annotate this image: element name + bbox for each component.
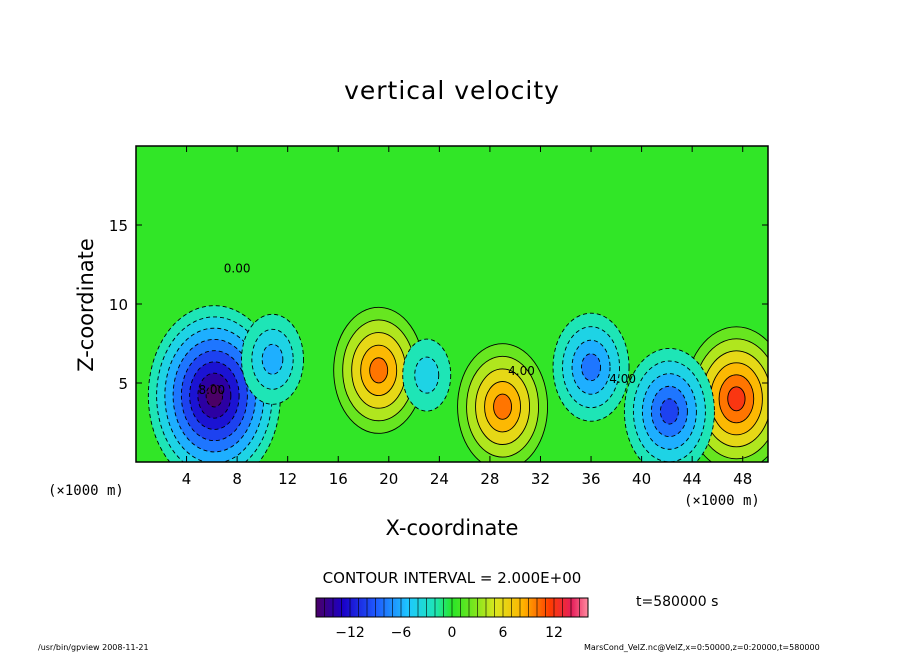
- contour-interval-label: CONTOUR INTERVAL = 2.000E+00: [322, 569, 582, 587]
- colorbar-tick-label: 6: [499, 625, 508, 641]
- contour-value-label: 4.00: [609, 372, 636, 386]
- chart-title: vertical velocity: [344, 76, 560, 105]
- footer-program-date: /usr/bin/gpview 2008-11-21: [38, 643, 149, 652]
- updraft-cell: [683, 326, 768, 462]
- y-tick-label: 15: [109, 217, 128, 235]
- colorbar-frame: [315, 597, 589, 618]
- contour-value-label: 8.00: [198, 383, 225, 397]
- x-tick-label: 28: [480, 470, 499, 488]
- contour-band: [659, 398, 679, 425]
- updraft-cell: [333, 306, 425, 434]
- downdraft-cell: [552, 312, 630, 422]
- x-unit-label-left: (×1000 m): [48, 483, 124, 499]
- x-tick-label: 44: [683, 470, 702, 488]
- x-tick-label: 20: [379, 470, 398, 488]
- x-tick-label: 8: [232, 470, 242, 488]
- contour-band: [261, 343, 284, 375]
- downdraft-cell: [623, 348, 715, 462]
- updraft-cell: [457, 343, 548, 462]
- x-axis-label: X-coordinate: [385, 516, 519, 540]
- x-tick-label: 4: [182, 470, 192, 488]
- contour-band: [727, 386, 746, 412]
- x-tick-label: 48: [733, 470, 752, 488]
- x-tick-label: 16: [329, 470, 348, 488]
- x-tick-label: 24: [430, 470, 449, 488]
- x-tick-label: 40: [632, 470, 651, 488]
- contour-band: [369, 357, 389, 384]
- downdraft-cell: [402, 338, 452, 412]
- time-label: t=580000 s: [636, 594, 719, 610]
- y-tick-label: 5: [118, 375, 128, 393]
- contour-labels: 0.00 4.00 4.00 8.00: [198, 261, 636, 397]
- downdraft-cell: [147, 305, 281, 462]
- x-unit-label-right: (×1000 m): [684, 493, 760, 509]
- x-tick-label: 32: [531, 470, 550, 488]
- colorbar-tick-label: −12: [335, 625, 365, 641]
- contour-value-label: 0.00: [224, 261, 251, 275]
- contour-band: [581, 353, 601, 382]
- colorbar-tick-label: 12: [545, 625, 563, 641]
- colorbar: −12 −6 0 6 12: [315, 597, 589, 641]
- footer-data-source: MarsCond_VelZ.nc@VelZ,x=0:50000,z=0:2000…: [584, 643, 820, 652]
- contour-band: [205, 383, 224, 408]
- y-axis-label: Z-coordinate: [74, 238, 98, 372]
- contour-band: [493, 393, 513, 420]
- x-tick-label: 12: [278, 470, 297, 488]
- contour-value-label: 4.00: [508, 364, 535, 378]
- y-axis: 5 10 15: [109, 217, 768, 393]
- x-tick-label: 36: [581, 470, 600, 488]
- contour-band: [414, 356, 440, 394]
- downdraft-cell: [241, 313, 304, 405]
- x-axis: 4 8 12 16 20 24 28 32 36 40 44 48: [182, 146, 752, 488]
- colorbar-tick-label: 0: [448, 625, 457, 641]
- colorbar-tick-label: −6: [391, 625, 412, 641]
- y-tick-label: 10: [109, 296, 128, 314]
